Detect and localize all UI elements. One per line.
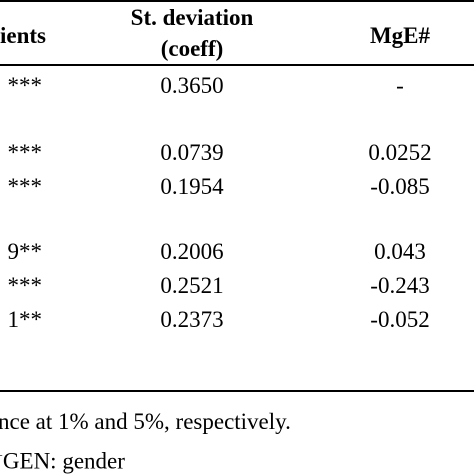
coefficient-cell: *** (7, 73, 43, 98)
mge-cell: 0.043 (374, 239, 426, 264)
header-mge: MgE# (369, 23, 431, 48)
mge-cell: - (396, 73, 404, 98)
st-deviation-cell: 0.2373 (160, 307, 224, 332)
mge-cell: 0.0252 (368, 140, 432, 165)
coefficient-cell: 9** (7, 239, 43, 264)
header-st-deviation-line2: (coeff) (160, 36, 224, 61)
st-deviation-cell: 0.3650 (160, 73, 224, 98)
header-st-deviation-line1: St. deviation (130, 5, 254, 30)
header-rule (0, 64, 474, 66)
table-top-rule (0, 0, 474, 2)
st-deviation-cell: 0.2521 (160, 273, 224, 298)
st-deviation-cell: 0.2006 (160, 239, 224, 264)
mge-cell: -0.243 (370, 273, 430, 298)
footnote-gender-text: GEN: gender (2, 448, 125, 474)
coefficient-cell: 1** (7, 307, 43, 332)
st-deviation-cell: 0.1954 (160, 174, 224, 199)
header-st-deviation: St. deviation (coeff) (100, 2, 284, 64)
footnote-gender: +GEN: gender (0, 443, 125, 475)
table-bottom-rule (0, 390, 474, 392)
mge-cell: -0.085 (370, 174, 430, 199)
coefficient-cell: *** (7, 140, 43, 165)
header-coefficients: ients (0, 23, 46, 48)
footnote-significance: nce at 1% and 5%, respectively. (0, 409, 291, 434)
footnote-gender-superscript: + (0, 449, 3, 464)
mge-cell: -0.052 (370, 307, 430, 332)
coefficient-cell: *** (7, 273, 43, 298)
coefficient-cell: *** (7, 174, 43, 199)
st-deviation-cell: 0.0739 (160, 140, 224, 165)
